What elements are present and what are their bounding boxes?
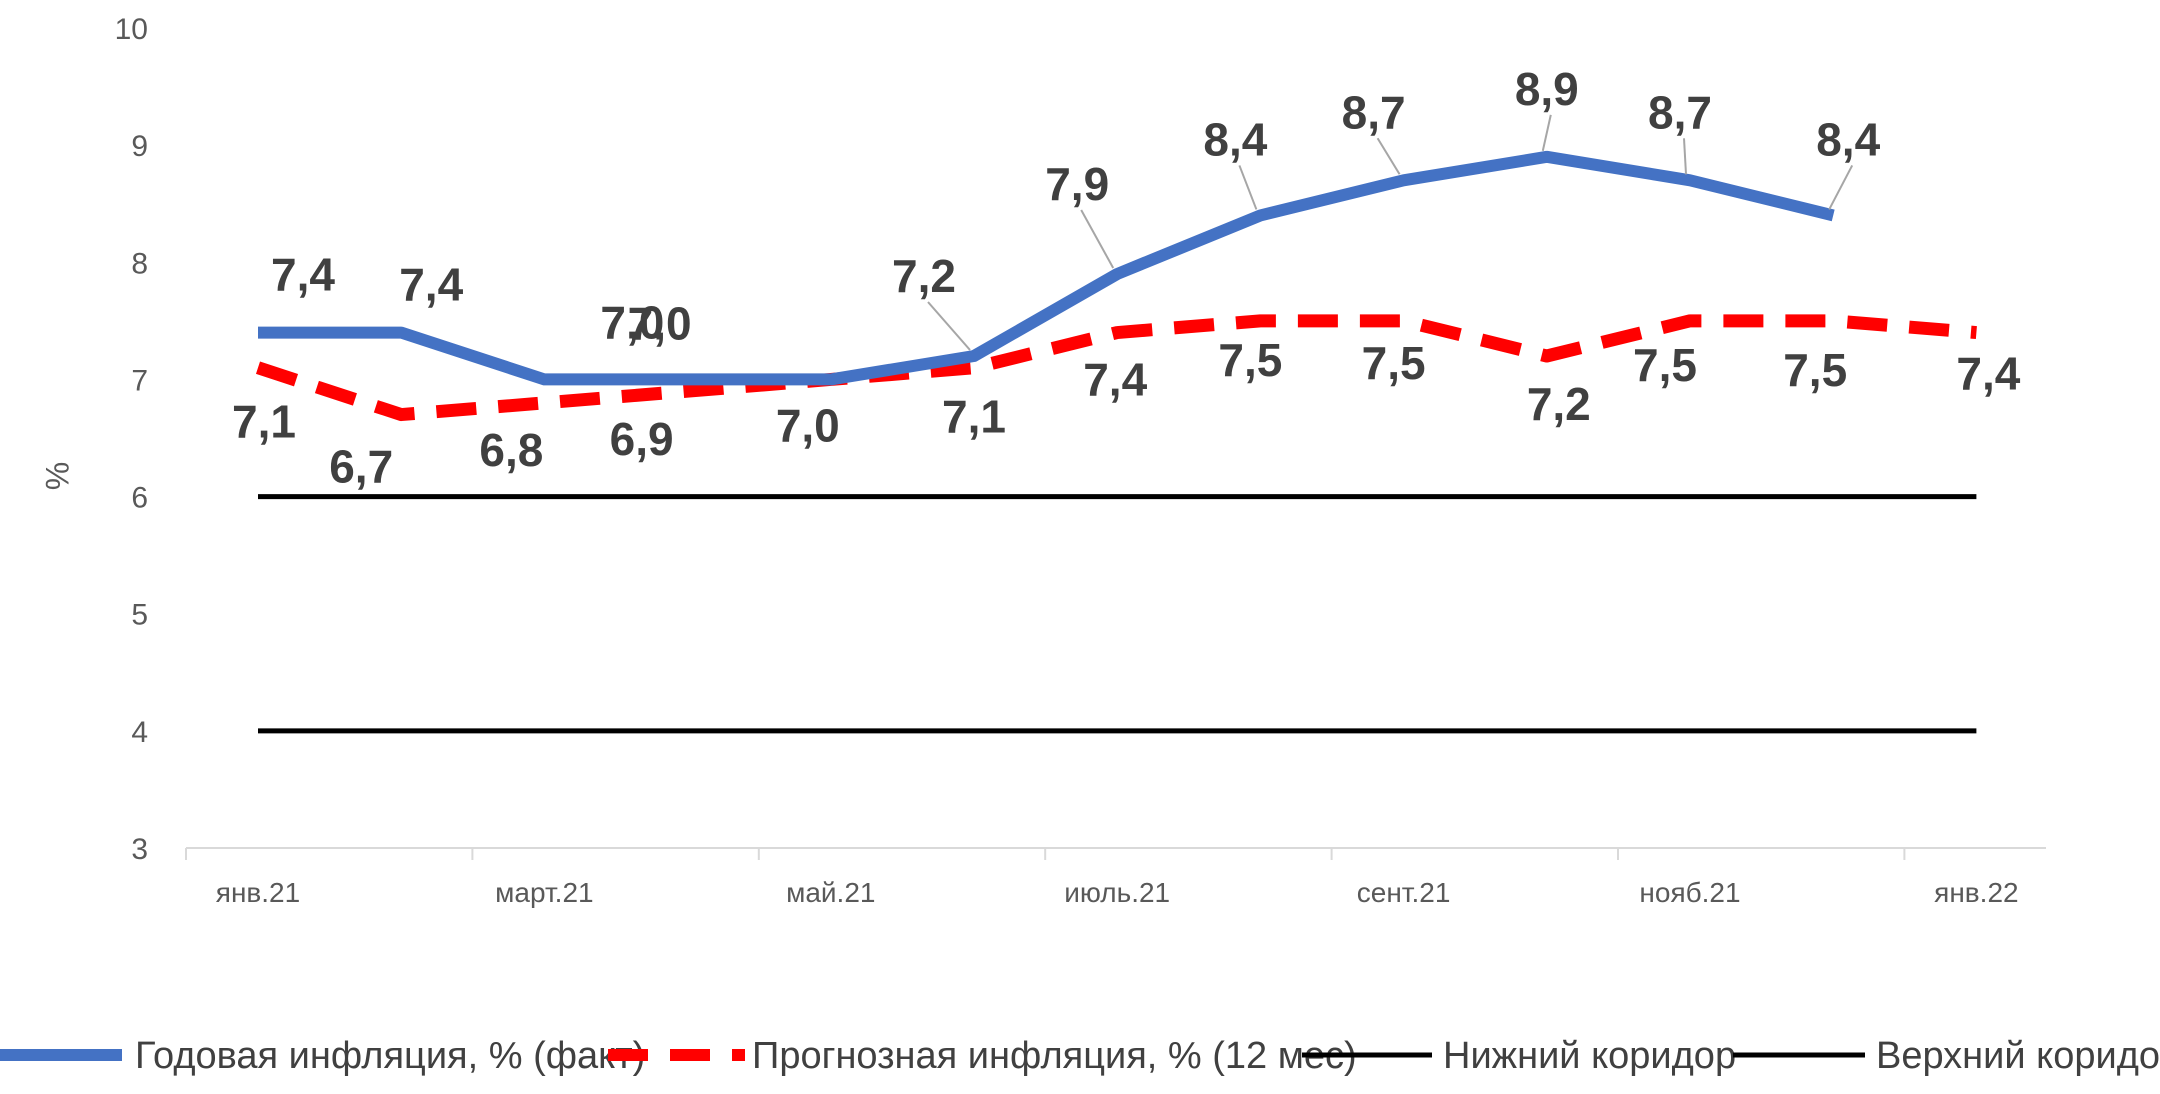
- data-label-leader: [1376, 137, 1401, 175]
- data-label-actual: 7,0: [628, 297, 692, 349]
- data-label-actual: 8,4: [1816, 113, 1880, 165]
- x-tick-label: янв.21: [216, 877, 300, 908]
- legend-label: Прогнозная инфляция, % (12 мес): [752, 1035, 1357, 1077]
- data-label-forecast: 7,1: [232, 396, 296, 448]
- data-label-forecast: 7,5: [1783, 344, 1847, 396]
- y-tick-label: 10: [115, 13, 148, 46]
- data-label-leader: [1683, 138, 1687, 175]
- series-line-forecast-inflation: [255, 314, 1977, 422]
- y-tick-label: 3: [131, 833, 148, 866]
- y-tick-label: 4: [131, 716, 148, 749]
- x-tick-label: сент.21: [1357, 877, 1451, 908]
- data-label-forecast: 6,7: [329, 441, 393, 493]
- data-label-actual: 8,4: [1203, 113, 1267, 165]
- data-label-forecast: 7,0: [776, 399, 840, 451]
- data-label-leader: [1080, 209, 1115, 269]
- data-label-layer: 7,4 7,47,07,07,27,98,48,7 8,9 8,78,47,16,7 6…: [232, 63, 2021, 493]
- x-tick-label: май.21: [786, 877, 875, 908]
- data-label-forecast: 7,1: [942, 391, 1006, 443]
- x-tick-label: март.21: [495, 877, 593, 908]
- y-tick-label: 5: [131, 599, 148, 632]
- data-label-actual: 8,7: [1342, 86, 1406, 138]
- data-label-leader: [1828, 164, 1854, 210]
- axis-layer: 3 4 5 6 7 8 9 10% янв.21 март.21 май.21 июль.21 сент…: [39, 13, 2046, 908]
- data-label-actual: 8,7: [1648, 86, 1712, 138]
- data-label-actual: 7,2: [892, 250, 956, 302]
- data-label-forecast: 7,5: [1633, 339, 1697, 391]
- x-tick-label: нояб.21: [1639, 877, 1740, 908]
- y-tick-label: 6: [131, 482, 148, 515]
- y-axis-label: %: [39, 462, 75, 490]
- y-tick-label: 9: [131, 130, 148, 163]
- series-line-actual-inflation: [258, 150, 1835, 386]
- data-label-forecast: 7,5: [1218, 334, 1282, 386]
- legend-label: Верхний коридор: [1876, 1035, 2160, 1077]
- legend: Годовая инфляция, % (факт) Прогнозная инф…: [0, 1035, 2160, 1077]
- legend-label: Нижний коридор: [1443, 1035, 1736, 1077]
- data-label-actual: 7,4: [399, 259, 463, 311]
- y-tick-label: 8: [131, 247, 148, 280]
- series-layer: [255, 150, 1977, 734]
- data-label-actual: 7,0: [600, 296, 664, 348]
- data-label-actual: 8,9: [1515, 63, 1579, 115]
- data-label-leader: [1541, 114, 1552, 152]
- data-label-leader: [927, 301, 971, 351]
- data-label-forecast: 7,5: [1362, 337, 1426, 389]
- data-label-forecast: 7,4: [1083, 354, 1147, 406]
- x-tick-label: янв.22: [1934, 877, 2018, 908]
- data-label-forecast: 7,4: [1956, 348, 2020, 400]
- data-label-forecast: 6,8: [479, 424, 543, 476]
- data-label-actual: 7,9: [1045, 158, 1109, 210]
- data-label-forecast: 7,2: [1527, 378, 1591, 430]
- data-label-forecast: 6,9: [610, 413, 674, 465]
- x-tick-label: июль.21: [1064, 877, 1170, 908]
- data-label-leader: [1238, 165, 1258, 210]
- legend-label: Годовая инфляция, % (факт): [135, 1035, 645, 1077]
- y-tick-label: 7: [131, 364, 148, 397]
- data-label-actual: 7,4: [271, 249, 335, 301]
